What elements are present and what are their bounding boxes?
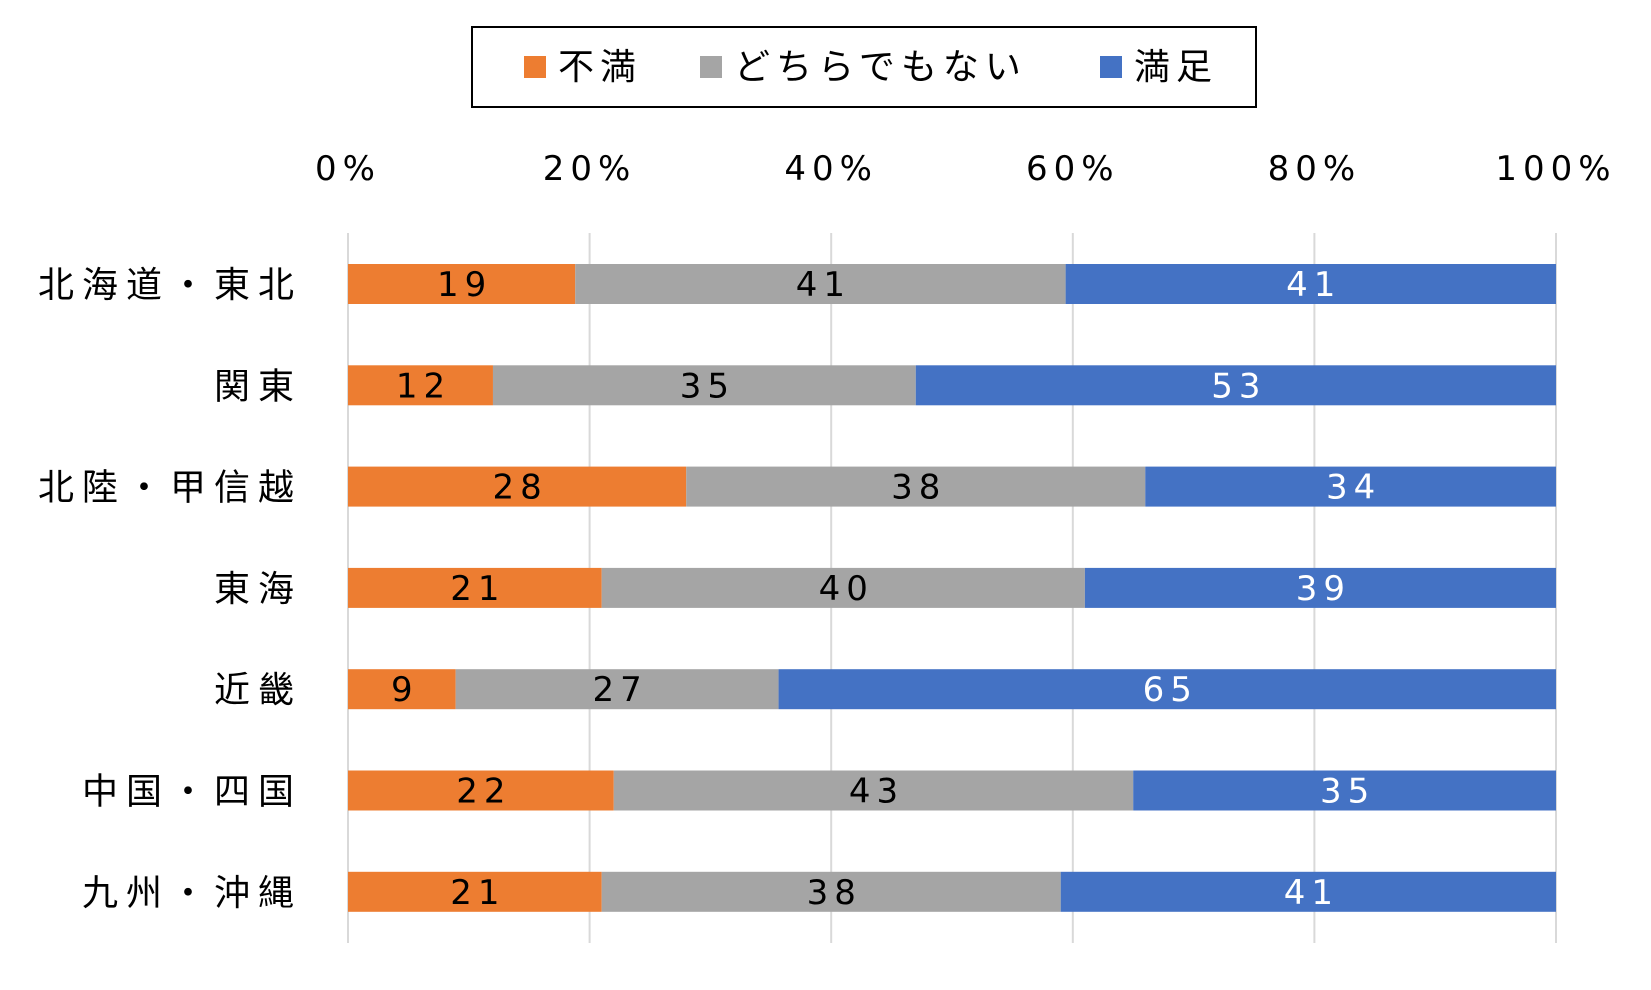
- bar-segment: [1145, 466, 1556, 507]
- legend-swatch: [700, 56, 722, 78]
- category-label: 九州・沖縄: [82, 873, 302, 914]
- data-label: 28: [492, 468, 547, 508]
- legend: 不満 どちらでもない 満足: [471, 26, 1257, 108]
- data-label: 53: [1211, 366, 1266, 406]
- category-label: 北海道・東北: [38, 265, 302, 306]
- category-label: 関東: [214, 366, 302, 407]
- data-label: 22: [456, 772, 511, 812]
- data-label: 35: [1320, 772, 1375, 812]
- data-label: 41: [1286, 265, 1341, 305]
- bar-segment: [348, 264, 576, 304]
- data-label: 27: [592, 670, 647, 710]
- data-label: 19: [437, 265, 492, 305]
- data-label: 21: [450, 873, 505, 913]
- data-label: 39: [1296, 569, 1351, 609]
- data-labels: 19 41 41 12 35 53 28 38 34 21 40 39 9 27 65 22 43 35 21 38 4…: [391, 265, 1381, 913]
- bar-segment: [348, 770, 614, 811]
- x-tick-label: 40%: [784, 149, 878, 189]
- bar-segment: [778, 669, 1556, 710]
- bar-segment: [348, 365, 493, 406]
- bar-segment: [348, 669, 456, 710]
- category-label: 北陸・甲信越: [38, 468, 302, 509]
- data-label: 38: [891, 468, 946, 508]
- bar-segment: [613, 770, 1134, 811]
- bar-segment: [1084, 567, 1556, 608]
- bar-segment: [1065, 264, 1556, 304]
- data-label: 40: [819, 569, 874, 609]
- bar-segment: [348, 567, 602, 608]
- bar-segment: [575, 264, 1066, 304]
- bar-segment: [686, 466, 1146, 507]
- legend-label: 不満: [558, 47, 642, 88]
- bar-segment: [348, 871, 602, 912]
- data-label: 12: [396, 366, 451, 406]
- data-label: 41: [796, 265, 851, 305]
- bar-segment: [348, 466, 687, 507]
- category-label: 近畿: [214, 670, 302, 711]
- bar-segment: [601, 567, 1085, 608]
- category-label: 東海: [214, 569, 302, 610]
- data-label: 43: [849, 772, 904, 812]
- bar-segment: [1060, 871, 1556, 912]
- x-tick-label: 20%: [543, 149, 637, 189]
- x-tick-label: 60%: [1026, 149, 1120, 189]
- x-tick-label: 100%: [1495, 149, 1616, 189]
- legend-label: どちらでもない: [734, 47, 1027, 88]
- bar-segment: [1133, 770, 1556, 811]
- bars: [348, 264, 1556, 912]
- category-label: 中国・四国: [82, 772, 302, 813]
- x-tick-label: 0%: [315, 149, 381, 189]
- data-label: 21: [450, 569, 505, 609]
- data-label: 9: [391, 670, 419, 710]
- bar-segment: [455, 669, 779, 710]
- data-label: 41: [1284, 873, 1339, 913]
- data-label: 38: [807, 873, 862, 913]
- bar-segment: [492, 365, 916, 406]
- legend-box: [471, 26, 1257, 108]
- data-label: 35: [680, 366, 735, 406]
- legend-label: 満足: [1134, 47, 1218, 88]
- bar-segment: [915, 365, 1556, 406]
- legend-swatch: [524, 56, 546, 78]
- x-tick-label: 80%: [1268, 149, 1362, 189]
- data-label: 65: [1143, 670, 1198, 710]
- bar-segment: [601, 871, 1061, 912]
- legend-swatch: [1100, 56, 1122, 78]
- x-axis-ticks: 0% 20% 40% 60% 80% 100%: [315, 149, 1616, 189]
- data-label: 34: [1326, 468, 1381, 508]
